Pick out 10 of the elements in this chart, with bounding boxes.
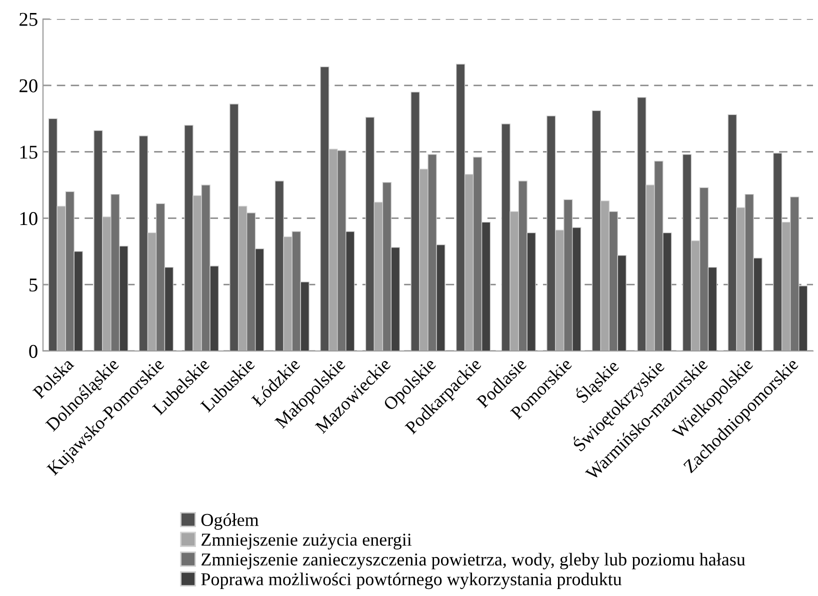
legend-label: Ogółem xyxy=(201,513,259,530)
y-tick-label: 20 xyxy=(20,79,38,92)
y-tick-label: 0 xyxy=(29,344,38,358)
legend-label: Zmniejszenie zanieczyszczenia powietrza, wody, gleby lub poziomu hałasu xyxy=(202,552,746,570)
y-tick-label: 25 xyxy=(20,12,38,26)
y-tick-label: 15 xyxy=(20,146,38,159)
y-tick-label: 5 xyxy=(30,278,38,292)
legend-label: Poprawa możliwości powtórnego wykorzystania produktu xyxy=(201,572,622,590)
legend-label: Zmniejszenie zużycia energii xyxy=(202,534,412,550)
y-tick-label: 10 xyxy=(20,212,38,226)
